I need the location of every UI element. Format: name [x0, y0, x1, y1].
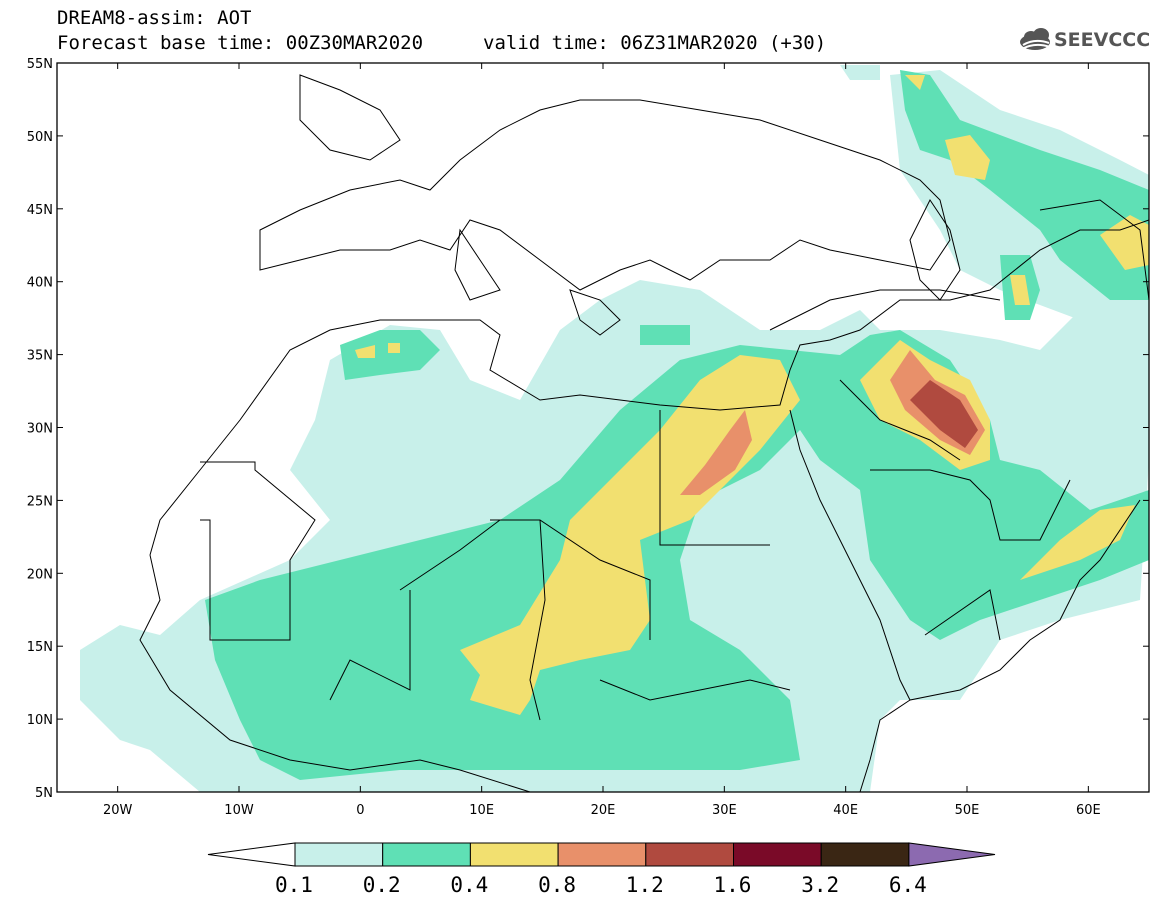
colorbar-label: 0.8 [538, 873, 577, 897]
colorbar-label: 0.1 [275, 873, 313, 897]
colorbar-label: 0.4 [450, 873, 489, 897]
lat-tick-label: 45N [27, 203, 53, 218]
lon-tick-label: 20W [103, 803, 133, 818]
coastlines [139, 74, 1149, 792]
seevccc-logo [1020, 28, 1051, 50]
lat-tick-label: 20N [27, 567, 53, 582]
lon-tick-label: 10E [469, 803, 494, 818]
cloud-icon [1020, 28, 1051, 50]
lon-tick-label: 0 [356, 803, 364, 818]
aot-fields [80, 65, 1149, 792]
colorbar-swatch [820, 842, 910, 867]
valid-time: valid time: 06Z31MAR2020 (+30) [483, 32, 827, 54]
lon-tick-label: 30E [712, 803, 737, 818]
lat-tick-label: 5N [35, 786, 53, 801]
colorbar-label: 1.2 [625, 873, 664, 897]
forecast-base-time: Forecast base time: 00Z30MAR2020 [57, 32, 424, 54]
lat-tick-label: 35N [27, 349, 53, 364]
colorbar-swatch [469, 842, 559, 867]
logo-text: SEEVCCC [1054, 29, 1151, 51]
colorbar-swatch [294, 842, 384, 867]
lat-tick-label: 40N [27, 276, 53, 291]
colorbar [207, 842, 996, 867]
colorbar-swatch [645, 842, 734, 867]
lat-tick-label: 10N [27, 713, 53, 728]
colorbar-over-triangle [908, 842, 996, 867]
lat-tick-label: 25N [27, 494, 53, 509]
lat-tick-label: 55N [27, 57, 53, 72]
lon-tick-label: 10W [224, 803, 254, 818]
colorbar-swatch [382, 842, 471, 867]
lat-tick-label: 30N [27, 422, 53, 437]
lon-tick-label: 60E [1076, 803, 1101, 818]
lat-tick-label: 50N [27, 130, 53, 145]
colorbar-swatch [557, 842, 647, 867]
colorbar-label: 3.2 [801, 873, 840, 897]
aot-level-0.2 [205, 70, 1149, 780]
lat-tick-label: 15N [27, 640, 53, 655]
axis-ticks: 20W 10W 0 10E 20E 30E 40E 50E 60E 55N 50N 45N 40N 35N… [27, 57, 1149, 818]
colorbar-label: 1.6 [713, 873, 752, 897]
colorbar-label: 0.2 [362, 873, 401, 897]
lon-tick-label: 20E [591, 803, 616, 818]
colorbar-under-triangle [207, 842, 296, 867]
map-title: DREAM8-assim: AOT [57, 7, 252, 29]
colorbar-swatch [733, 842, 822, 867]
aot-level-1.2 [910, 380, 978, 448]
lon-tick-label: 50E [955, 803, 980, 818]
lon-tick-label: 40E [833, 803, 858, 818]
colorbar-label: 6.4 [888, 873, 927, 897]
